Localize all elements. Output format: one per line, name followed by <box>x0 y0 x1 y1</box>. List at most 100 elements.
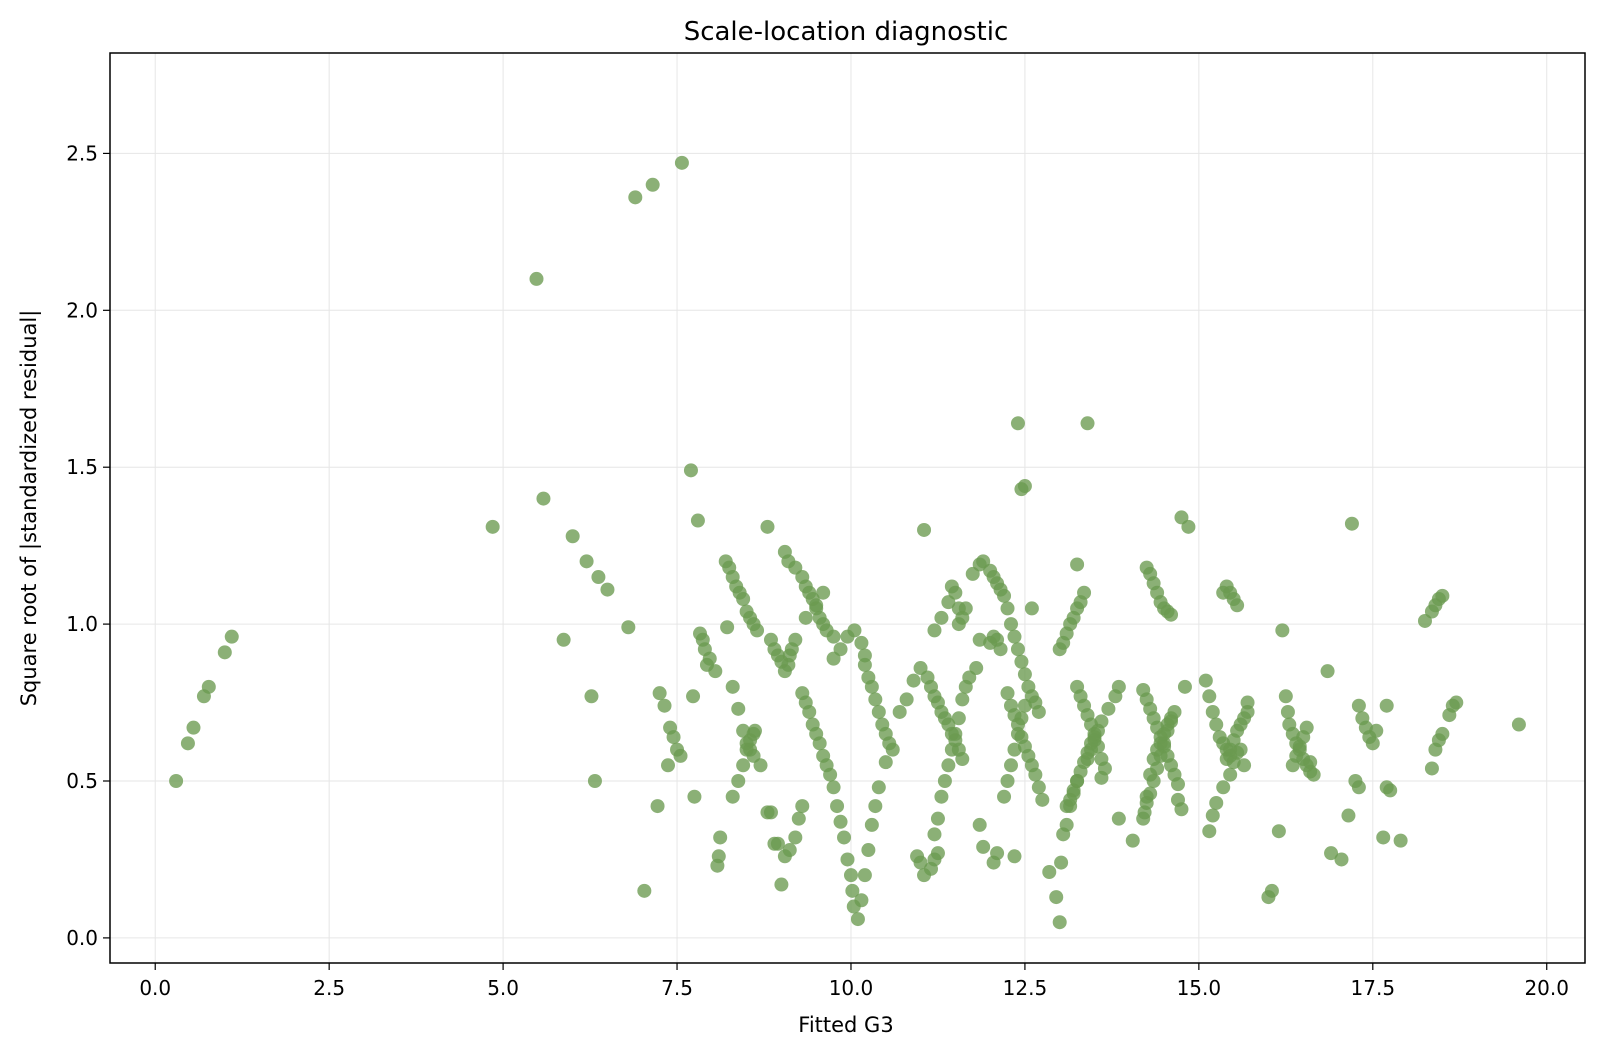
data-point <box>747 723 762 738</box>
data-point <box>944 742 959 757</box>
data-point <box>812 736 827 751</box>
data-point <box>1004 617 1019 632</box>
data-point <box>1164 607 1179 622</box>
data-point <box>1028 767 1043 782</box>
data-point <box>687 789 702 804</box>
data-point <box>1007 849 1022 864</box>
data-point <box>868 692 883 707</box>
data-point <box>1280 704 1295 719</box>
data-point <box>1052 915 1067 930</box>
data-point <box>1094 714 1109 729</box>
data-point <box>1202 824 1217 839</box>
x-tick-label: 7.5 <box>661 976 693 1000</box>
data-point <box>937 774 952 788</box>
data-point <box>830 799 845 814</box>
x-tick-label: 5.0 <box>487 976 519 1000</box>
data-point <box>1111 811 1126 826</box>
data-point <box>1010 642 1025 657</box>
data-point <box>930 811 945 826</box>
data-point <box>736 758 751 773</box>
data-point <box>976 839 991 854</box>
data-point <box>791 811 806 826</box>
data-point <box>536 491 551 506</box>
data-point <box>645 177 660 192</box>
data-point <box>753 758 768 773</box>
data-point <box>763 805 778 820</box>
data-point <box>1223 767 1238 782</box>
data-point <box>1341 808 1356 823</box>
data-point <box>826 780 841 795</box>
data-point <box>833 814 848 829</box>
data-point <box>798 610 813 625</box>
data-point <box>1017 667 1032 682</box>
data-point <box>802 704 817 719</box>
x-tick-label: 2.5 <box>313 976 345 1000</box>
x-tick-label: 10.0 <box>829 976 874 1000</box>
data-point <box>1379 780 1394 795</box>
data-point <box>186 720 201 735</box>
data-point <box>892 704 907 719</box>
y-tick-label: 1.5 <box>66 455 98 479</box>
grid <box>110 53 1585 963</box>
data-point <box>1216 780 1231 795</box>
data-point <box>788 632 803 647</box>
data-point <box>1230 598 1245 613</box>
data-point <box>854 635 869 650</box>
data-point <box>1306 767 1321 782</box>
data-point <box>930 846 945 861</box>
data-point <box>782 843 797 858</box>
data-point <box>725 679 740 694</box>
data-point <box>948 585 963 600</box>
data-point <box>1143 767 1158 782</box>
data-point <box>840 852 855 867</box>
data-point <box>1087 726 1102 741</box>
data-point <box>1324 846 1339 861</box>
data-point <box>660 758 675 773</box>
data-point <box>750 623 765 638</box>
plot-frame <box>109 52 1586 964</box>
x-tick-label: 20.0 <box>1524 976 1569 1000</box>
data-point <box>1007 742 1022 757</box>
data-point <box>864 679 879 694</box>
data-point <box>990 846 1005 861</box>
y-tick-label: 0.5 <box>66 769 98 793</box>
data-point <box>1209 717 1224 732</box>
data-point <box>1004 758 1019 773</box>
data-point <box>770 836 785 851</box>
data-point <box>1393 833 1408 848</box>
data-point <box>843 868 858 883</box>
data-point <box>1010 726 1025 741</box>
y-tick-label: 2.0 <box>66 298 98 322</box>
data-point <box>1042 865 1057 879</box>
data-point <box>1063 799 1078 814</box>
data-point <box>591 570 606 585</box>
data-point <box>871 780 886 795</box>
data-point <box>708 664 723 679</box>
data-point <box>795 799 810 814</box>
data-point <box>1101 701 1116 716</box>
data-point <box>1054 855 1069 870</box>
data-point <box>760 519 775 534</box>
data-point <box>906 673 921 688</box>
data-point <box>579 554 594 569</box>
data-point <box>1049 890 1064 905</box>
data-point <box>1303 755 1318 770</box>
data-point <box>1230 745 1245 760</box>
data-point <box>1379 698 1394 713</box>
data-point <box>878 755 893 770</box>
data-point <box>1000 774 1015 788</box>
x-tick-label: 15.0 <box>1177 976 1222 1000</box>
data-point <box>847 623 862 638</box>
data-point <box>1007 629 1022 644</box>
data-point <box>652 686 667 701</box>
y-tick-label: 2.5 <box>66 141 98 165</box>
data-point <box>871 704 886 719</box>
x-tick-label: 12.5 <box>1003 976 1048 1000</box>
data-point <box>997 588 1012 603</box>
data-point <box>774 877 789 892</box>
data-point <box>713 830 728 845</box>
data-point <box>529 271 544 286</box>
data-point <box>1240 695 1255 710</box>
data-point <box>955 692 970 707</box>
